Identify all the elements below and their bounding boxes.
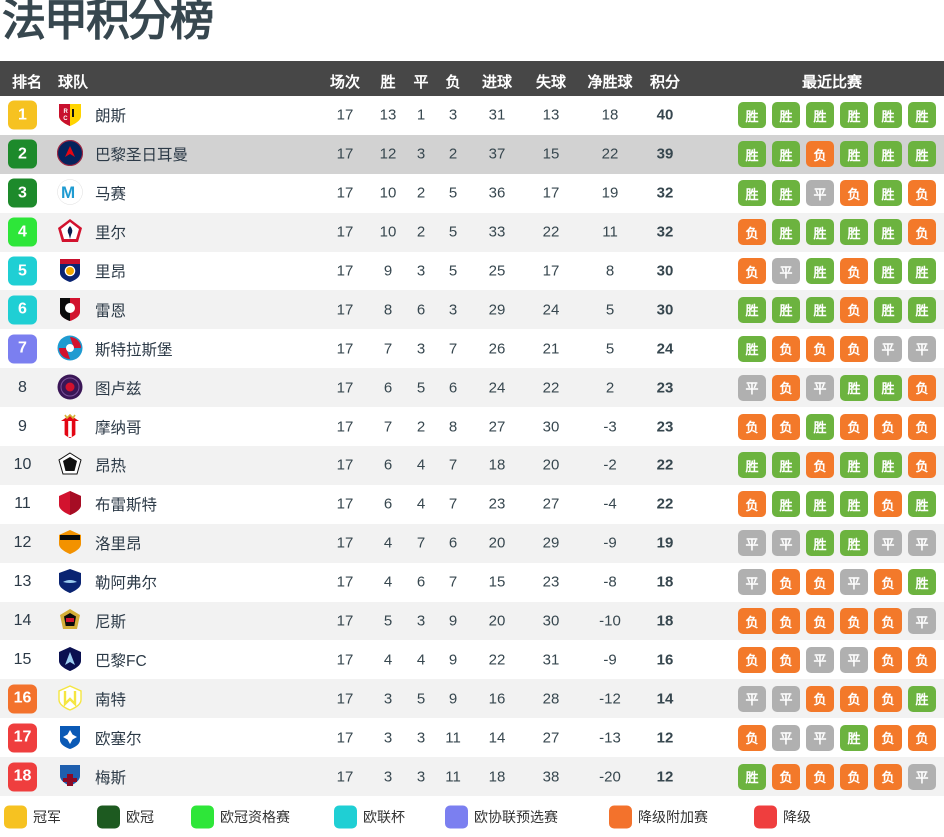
svg-text:M: M xyxy=(61,183,75,202)
svg-text:C: C xyxy=(63,116,68,122)
svg-text:R: R xyxy=(64,109,69,115)
